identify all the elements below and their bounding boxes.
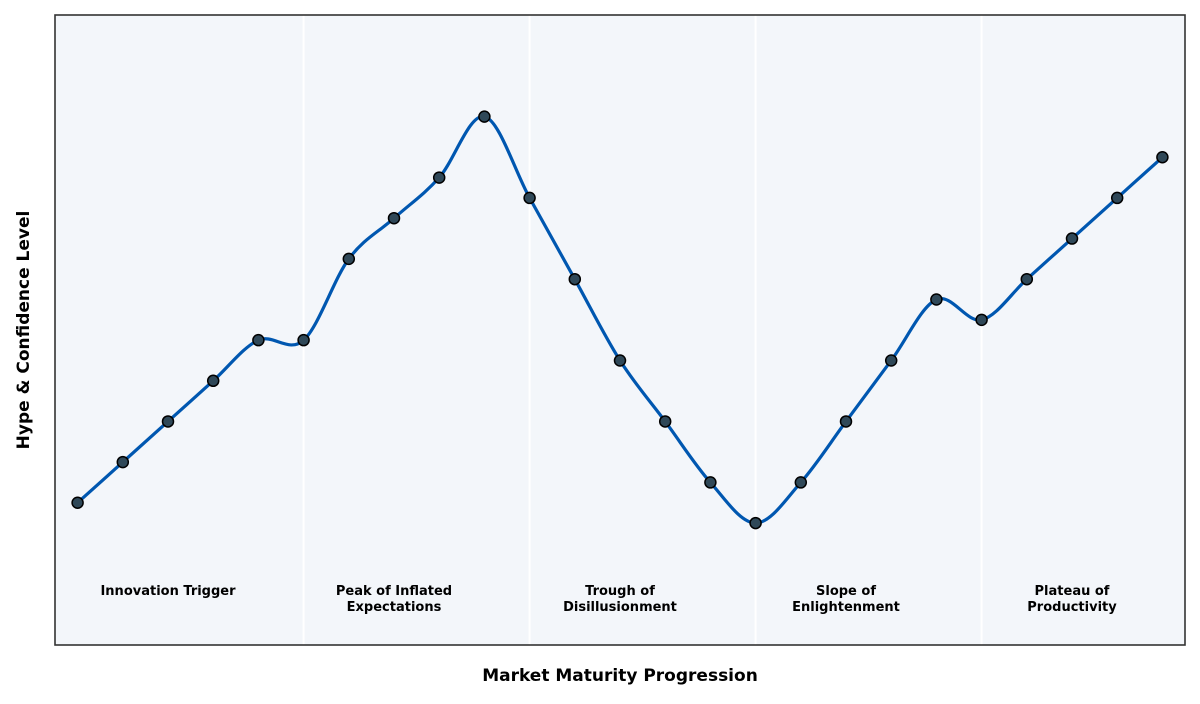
data-point [568,272,582,286]
data-point [523,191,536,205]
data-point [116,455,130,469]
phase-label: Innovation Trigger [100,584,236,599]
data-point [839,415,853,428]
phase-label: Slope of Enlightenment [792,584,900,615]
plot-background [55,15,1185,645]
data-point [1020,272,1034,286]
data-point [930,293,943,306]
data-point [704,476,717,489]
data-point [794,476,808,489]
plot-frame [54,14,1186,646]
y-axis-label: Hype & Confidence Level [14,211,34,450]
data-point [71,496,84,509]
data-point [252,333,265,347]
phase-label: Trough of Disillusionment [563,584,677,615]
data-point [297,333,310,347]
phase-labels: Innovation Trigger Peak of Inflated Expect… [100,584,1117,615]
phase-label: Plateau of Productivity [1027,584,1117,615]
data-points [71,110,1169,530]
data-point [658,415,672,428]
phase-dividers [302,15,983,645]
data-point [387,211,401,225]
data-point [613,354,627,367]
data-point [1110,191,1124,205]
data-point [884,354,898,367]
data-point [1065,232,1079,245]
data-point [975,313,988,327]
data-point [161,415,175,428]
data-point [342,252,356,266]
data-point [1156,151,1169,164]
data-point [432,171,446,184]
data-point [206,374,220,388]
x-axis-label: Market Maturity Progression [482,666,758,686]
phase-label: Peak of Inflated Expectations [336,584,452,615]
data-point [749,516,762,530]
data-point [478,110,491,123]
